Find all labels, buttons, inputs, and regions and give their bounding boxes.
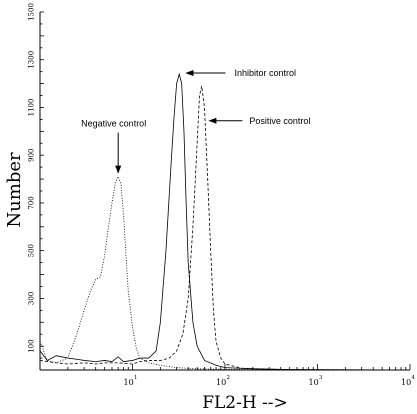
x-tick-label: 10	[216, 378, 226, 387]
x-tick-exponent: 1	[134, 375, 138, 381]
x-tick-label: 10	[309, 378, 319, 387]
y-tick-label: 100	[28, 339, 36, 352]
x-tick-label: 10	[124, 378, 134, 387]
annotation-positive-control: Positive control	[249, 116, 310, 126]
data-series	[39, 72, 411, 371]
x-tick-exponent: 4	[412, 375, 416, 381]
series-dashed-line	[39, 85, 411, 371]
y-tick-label: 300	[28, 292, 36, 305]
x-axis-title: FL2-H -->	[202, 393, 288, 413]
y-tick-label: 1500	[28, 3, 36, 21]
y-ticks: 100 300 500 700 900 1100 1300 1500	[28, 3, 44, 359]
x-tick-exponent: 3	[319, 375, 323, 381]
x-ticks: 10 1 10 2 10 3 10 4	[67, 364, 416, 387]
annotations: Negative control Inhibitor control Positiv…	[81, 68, 310, 174]
y-tick-label: 900	[28, 149, 36, 162]
y-tick-label: 700	[28, 196, 36, 209]
y-axis-title: Number	[4, 152, 25, 228]
annotation-negative-control: Negative control	[81, 119, 146, 129]
annotation-inhibitor-control: Inhibitor control	[234, 68, 296, 78]
y-tick-label: 1300	[28, 51, 36, 69]
x-tick-label: 10	[401, 378, 411, 387]
y-tick-label: 500	[28, 244, 36, 257]
series-dotted-line	[39, 175, 411, 371]
axes	[39, 12, 410, 371]
y-tick-label: 1100	[28, 99, 36, 117]
series-solid-line	[39, 72, 411, 371]
x-tick-exponent: 2	[227, 375, 231, 381]
